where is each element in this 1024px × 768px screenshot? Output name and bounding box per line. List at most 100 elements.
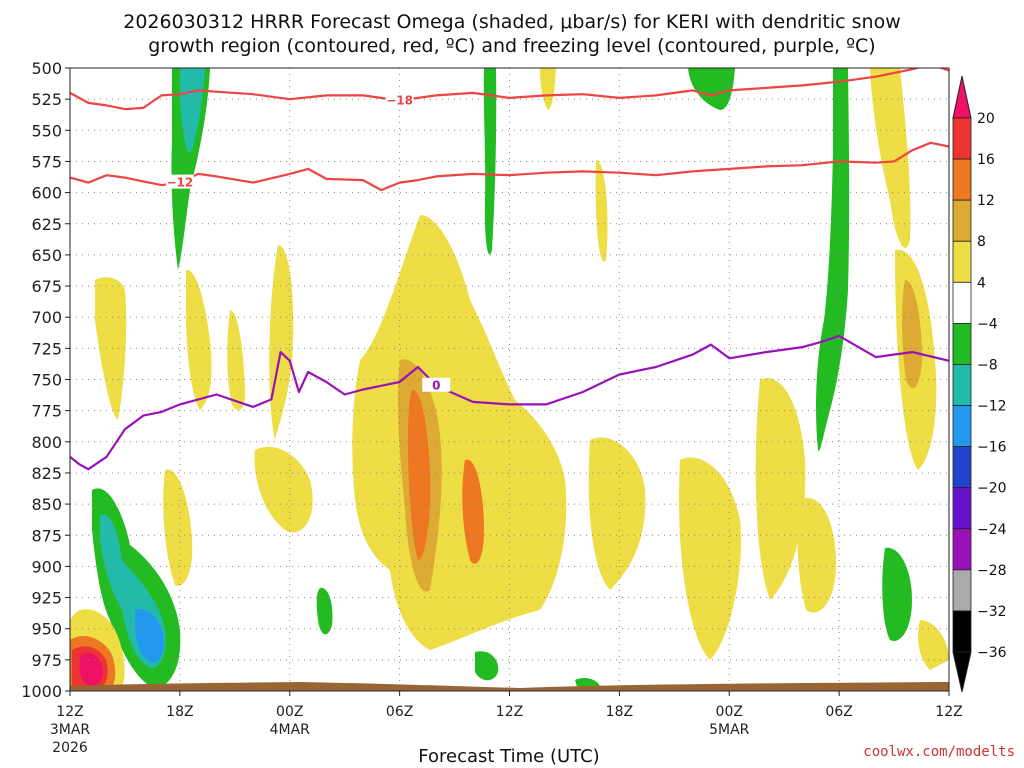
contour-label-bg bbox=[422, 377, 451, 392]
omega-region-descent-o bbox=[918, 620, 949, 670]
colorbar-label: 20 bbox=[977, 111, 995, 127]
y-tick-label: 875 bbox=[31, 526, 62, 545]
colorbar-label: −4 bbox=[977, 316, 998, 332]
x-tick-label: 06Z bbox=[386, 704, 413, 720]
contour-label: −18 bbox=[386, 93, 413, 107]
colorbar-segment bbox=[952, 528, 972, 571]
omega-region-descent-l bbox=[797, 498, 837, 613]
omega-region-upper-green-4 bbox=[816, 68, 850, 451]
y-tick-label: 575 bbox=[31, 152, 62, 171]
y-tick-label: 675 bbox=[31, 277, 62, 296]
x-tick-label: 00Z bbox=[716, 704, 743, 720]
omega-region-upward-strong bbox=[135, 609, 165, 663]
x-tick-label: 12Z bbox=[56, 704, 83, 720]
colorbar-segment bbox=[952, 405, 972, 448]
colorbar-label: −32 bbox=[977, 604, 1007, 620]
y-tick-label: 925 bbox=[31, 589, 62, 608]
y-axis: 500 525 550 575 600 625 650 675 700 725 750 775 800 8… bbox=[21, 59, 70, 701]
colorbar-segment bbox=[952, 569, 972, 612]
x-tick-date-label: 5MAR bbox=[709, 722, 750, 738]
contour-line-0 bbox=[70, 68, 949, 111]
y-tick-label: 900 bbox=[31, 557, 62, 576]
x-tick-date-label: 4MAR bbox=[270, 722, 311, 738]
omega-region-lower-green-a bbox=[316, 587, 333, 635]
colorbar-segment bbox=[952, 158, 972, 201]
omega-region-descent-orange-2 bbox=[462, 459, 484, 564]
x-axis-title: Forecast Time (UTC) bbox=[418, 746, 599, 767]
contour-label-bg bbox=[165, 174, 194, 189]
y-tick-label: 750 bbox=[31, 371, 62, 390]
omega-region-descent-n-core bbox=[902, 280, 922, 389]
omega-region-upper-teal-1 bbox=[180, 68, 205, 152]
omega-region-descent-orange-strong bbox=[408, 389, 431, 560]
contour-line-2 bbox=[70, 334, 949, 471]
y-tick-label: 800 bbox=[31, 433, 62, 452]
y-tick-label: 975 bbox=[31, 651, 62, 670]
y-tick-label: 600 bbox=[31, 184, 62, 203]
credit-text: coolwx.com/modelts bbox=[863, 744, 1015, 760]
contour-label: −12 bbox=[166, 176, 193, 190]
colorbar-top-arrow bbox=[952, 75, 972, 119]
omega-region-descent-m bbox=[870, 68, 911, 248]
x-tick-label: 00Z bbox=[276, 704, 303, 720]
colorbar-label: −8 bbox=[977, 357, 998, 373]
omega-region-descent-b bbox=[185, 269, 212, 410]
colorbar-label: 12 bbox=[977, 193, 995, 209]
x-tick-label: 12Z bbox=[496, 704, 523, 720]
x-tick-label: 12Z bbox=[935, 704, 962, 720]
omega-region-descent-f bbox=[254, 446, 313, 533]
omega-region-lower-green-b bbox=[882, 547, 912, 641]
colorbar-segment bbox=[952, 610, 972, 653]
omega-region-descent-i bbox=[588, 437, 646, 590]
y-tick-label: 525 bbox=[31, 90, 62, 109]
colorbar-label: 16 bbox=[977, 152, 995, 168]
y-tick-label: 550 bbox=[31, 121, 62, 140]
x-tick-label: 06Z bbox=[825, 704, 852, 720]
colorbar-segment bbox=[952, 322, 972, 365]
y-tick-label: 825 bbox=[31, 464, 62, 483]
omega-region-descent-d bbox=[269, 245, 294, 440]
omega-region-descent-k bbox=[755, 378, 806, 600]
contour-label: 0 bbox=[432, 379, 440, 393]
y-tick-label: 700 bbox=[31, 308, 62, 327]
omega-region-descent-a bbox=[95, 277, 127, 420]
omega-region-descent-max bbox=[79, 653, 104, 686]
chart-title-line-2: growth region (contoured, red, ºC) and f… bbox=[148, 35, 875, 57]
colorbar-bottom-arrow bbox=[952, 651, 972, 693]
y-tick-label: 950 bbox=[31, 620, 62, 639]
x-axis: 12Z 3MAR 2026 18Z 00Z 4MAR 06Z 12Z 18Z 00Z 5MAR 06Z… bbox=[50, 691, 963, 756]
x-tick-date-label: 3MAR bbox=[50, 722, 91, 738]
colorbar-label: 8 bbox=[977, 234, 986, 250]
colorbar-segment bbox=[952, 240, 972, 283]
x-tick-year-label: 2026 bbox=[52, 740, 88, 756]
y-tick-label: 725 bbox=[31, 339, 62, 358]
omega-region-upper-green-3 bbox=[688, 68, 735, 110]
y-tick-label: 850 bbox=[31, 495, 62, 514]
omega-region-lower-green-c bbox=[475, 651, 499, 681]
colorbar-segment bbox=[952, 364, 972, 406]
x-tick-label: 18Z bbox=[606, 704, 633, 720]
colorbar-label: −16 bbox=[977, 440, 1007, 456]
omega-region-descent-c bbox=[227, 310, 246, 410]
surface-ground-fill bbox=[70, 682, 949, 691]
omega-region-descent-main bbox=[352, 215, 567, 650]
chart-title-line-1: 2026030312 HRRR Forecast Omega (shaded, … bbox=[123, 11, 901, 33]
y-tick-label: 1000 bbox=[21, 682, 62, 701]
colorbar-segment bbox=[952, 199, 972, 242]
contour-label-bg bbox=[385, 92, 414, 107]
colorbar-segment bbox=[952, 487, 972, 530]
contour-lines: −18 −12 0 bbox=[70, 68, 949, 471]
y-tick-label: 625 bbox=[31, 215, 62, 234]
omega-region-descent-h bbox=[595, 160, 608, 262]
colorbar-segment bbox=[952, 117, 972, 160]
colorbar-label: −20 bbox=[977, 481, 1007, 497]
surface-ground bbox=[70, 682, 949, 691]
omega-shading bbox=[70, 68, 949, 690]
y-tick-label: 650 bbox=[31, 246, 62, 265]
colorbar-label: −28 bbox=[977, 563, 1007, 579]
omega-region-descent-j bbox=[679, 457, 741, 660]
colorbar-label: −12 bbox=[977, 399, 1007, 415]
y-tick-label: 775 bbox=[31, 402, 62, 421]
colorbar-label: −36 bbox=[977, 645, 1007, 661]
